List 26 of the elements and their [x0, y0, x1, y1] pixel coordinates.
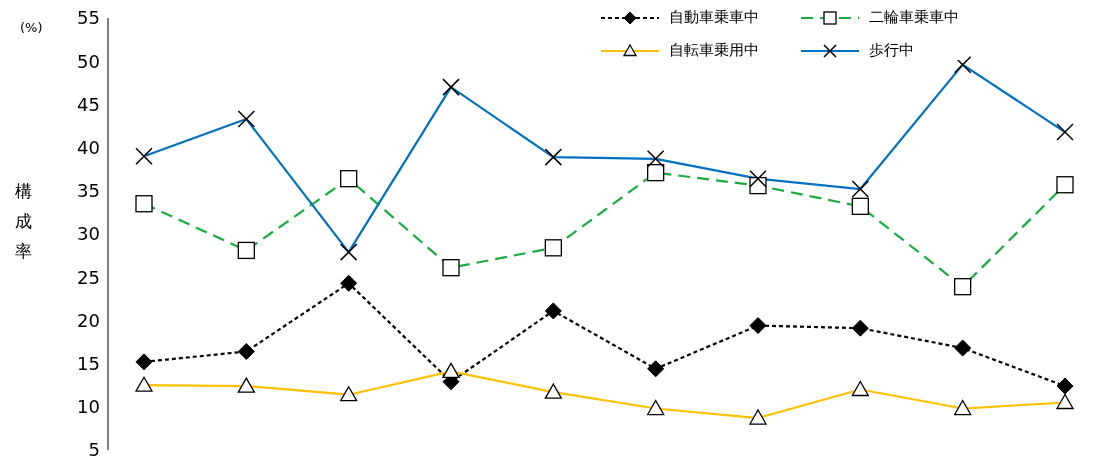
y-tick-label: 10 [77, 396, 100, 418]
y-tick-label: 50 [77, 50, 100, 72]
point [135, 353, 153, 371]
y-tick-label: 20 [77, 309, 100, 331]
legend-label: 二輪車乗車中 [869, 8, 959, 27]
point [954, 339, 972, 357]
point [647, 360, 665, 378]
y-tick-label: 55 [77, 7, 100, 29]
legend-label: 自動車乗車中 [669, 8, 759, 27]
y-tick-label: 40 [77, 136, 100, 158]
y-axis-title: 構成率 [13, 180, 33, 263]
y-tick-label: 35 [77, 180, 100, 202]
y-tick-label: 5 [88, 439, 100, 461]
point [237, 343, 255, 360]
y-tick-label: 25 [77, 266, 100, 288]
legend-label: 自転車乗用中 [669, 41, 759, 60]
legend-label: 歩行中 [869, 41, 914, 60]
y-tick-label: 45 [77, 93, 100, 115]
point [1056, 377, 1074, 395]
point [749, 317, 767, 335]
text: (%) [20, 20, 43, 35]
point [544, 302, 562, 320]
y-tick-label: 15 [77, 352, 100, 374]
point [851, 319, 869, 337]
y-tick-label: 30 [77, 223, 100, 245]
point [340, 274, 358, 292]
